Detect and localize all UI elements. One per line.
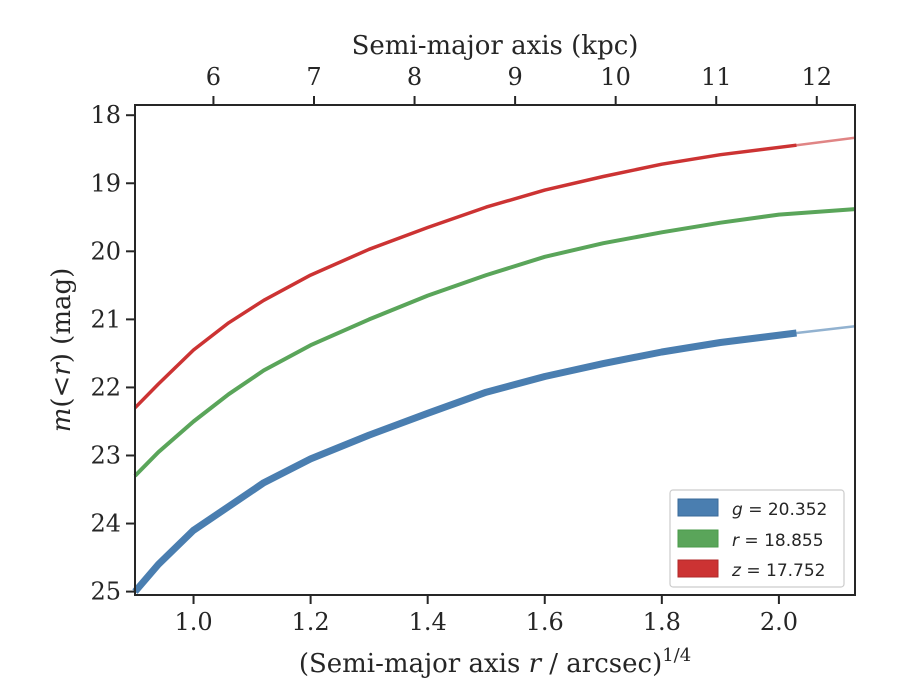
x2-tick-label: 9 (507, 63, 522, 91)
series-line-r (133, 207, 856, 478)
series-line-g (132, 329, 797, 594)
y-tick-label: 19 (90, 169, 121, 197)
x2-tick-label: 7 (306, 63, 321, 91)
x-tick-label: 1.2 (292, 608, 330, 636)
y-tick-label: 23 (90, 441, 121, 469)
x2-tick-label: 6 (206, 63, 221, 91)
legend-swatch-r (677, 529, 719, 548)
legend-swatch-z (677, 559, 719, 578)
x2-tick-label: 12 (802, 63, 833, 91)
series-extension-z (796, 136, 856, 147)
legend-band-z: z (731, 561, 742, 581)
x-tick-label: 1.4 (409, 608, 447, 636)
svg-text:g = 20.352: g = 20.352 (732, 500, 827, 520)
series-extension-g (796, 324, 856, 335)
legend-item-g: g = 20.352 (677, 498, 827, 520)
x2-axis-label: Semi-major axis (kpc) (352, 31, 639, 61)
y-tick-label: 25 (90, 578, 121, 606)
legend-band-r: r (732, 531, 740, 551)
x-axis-label: (Semi-major axis r / arcsec)1/4 (299, 645, 691, 679)
legend-mag-r: 18.855 (764, 531, 823, 551)
x2-tick-label: 8 (407, 63, 422, 91)
x2-tick-label: 10 (600, 63, 631, 91)
y-tick-label: 18 (90, 101, 121, 129)
legend-mag-z: 17.752 (766, 561, 825, 581)
x2-axis: 6 7 8 9 10 11 12 (206, 63, 832, 105)
legend-item-r: r = 18.855 (677, 529, 824, 551)
x-tick-label: 1.8 (643, 608, 681, 636)
plot-frame (134, 104, 856, 596)
legend-mag-g: 20.352 (768, 500, 827, 520)
y-tick-label: 21 (90, 305, 121, 333)
y-tick-label: 20 (90, 237, 121, 265)
series-layer (132, 136, 856, 594)
x-tick-label: 2.0 (760, 608, 798, 636)
legend-swatch-g (677, 498, 719, 517)
x-tick-label: 1.6 (526, 608, 564, 636)
y-tick-label: 22 (90, 373, 121, 401)
x-axis: 1.0 1.2 1.4 1.6 1.8 2.0 (174, 595, 798, 636)
svg-text:z = 17.752: z = 17.752 (731, 561, 825, 581)
y-tick-label: 24 (90, 510, 121, 538)
y-axis: 18 19 20 21 22 23 24 25 (90, 101, 135, 606)
legend: g = 20.352 r = 18.855 z = 17.752 (669, 489, 845, 588)
y-axis-label: m(<r) (mag) (47, 268, 77, 433)
legend-band-g: g (732, 500, 743, 520)
x2-tick-label: 11 (701, 63, 732, 91)
x-tick-label: 1.0 (174, 608, 212, 636)
series-line-z (133, 143, 797, 410)
legend-item-z: z = 17.752 (677, 559, 825, 581)
svg-text:r = 18.855: r = 18.855 (732, 531, 824, 551)
